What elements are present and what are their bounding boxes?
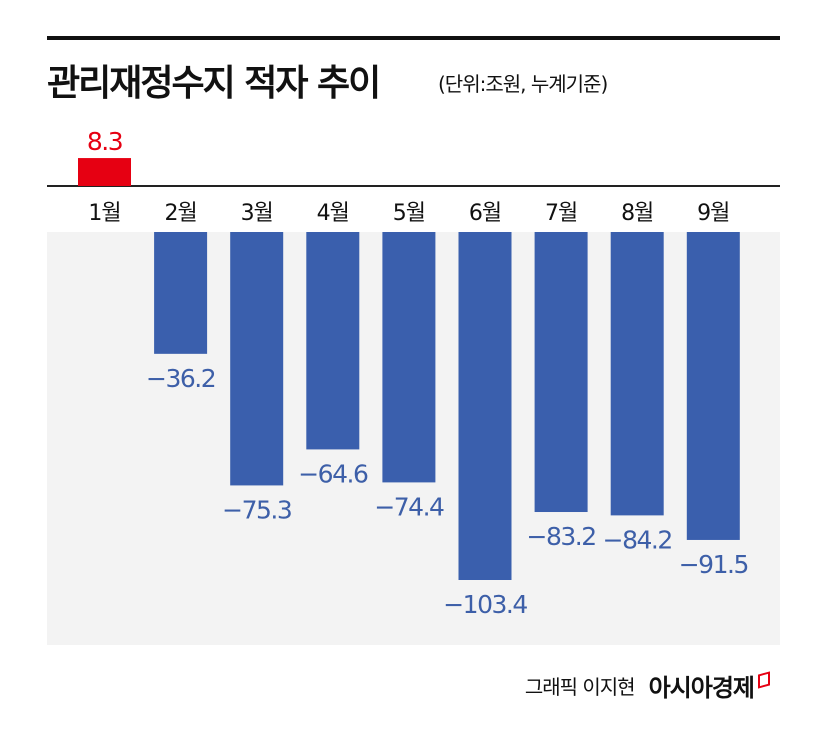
chart-title: 관리재정수지 적자 추이: [47, 63, 381, 104]
bar-9월: [686, 232, 740, 540]
data-label: −84.2: [603, 525, 672, 554]
x-tick-label: 5월: [393, 201, 425, 226]
bar-7월: [534, 232, 588, 513]
x-tick-label: 7월: [545, 201, 577, 226]
brand-logo: 아시아경제: [648, 674, 755, 702]
graphic-credit: 그래픽 이지현: [524, 675, 636, 699]
data-label: −64.6: [298, 459, 368, 488]
title-rule: [47, 36, 780, 40]
brand-mark-icon: [758, 670, 770, 689]
data-label: −36.2: [146, 364, 215, 393]
zero-axis-line: [47, 185, 780, 187]
x-tick-label: 1월: [88, 201, 120, 226]
data-label: −103.4: [443, 590, 527, 619]
data-label: −83.2: [527, 522, 596, 551]
bar-5월: [382, 232, 436, 483]
data-label: −91.5: [679, 550, 748, 579]
bar-2월: [154, 232, 208, 354]
x-tick-label: 4월: [317, 201, 349, 226]
bar-6월: [458, 232, 512, 580]
chart-unit-note: (단위:조원, 누계기준): [438, 72, 608, 96]
x-tick-label: 3월: [241, 201, 273, 226]
data-label: −75.3: [222, 495, 291, 524]
bar-1월: [78, 158, 131, 186]
bar-4월: [306, 232, 360, 450]
data-label: 8.3: [87, 127, 122, 156]
data-label: −74.4: [374, 492, 444, 521]
x-tick-label: 8월: [621, 201, 653, 226]
footer: 그래픽 이지현 아시아경제: [525, 668, 770, 703]
bar-8월: [610, 232, 664, 516]
x-tick-label: 2월: [164, 201, 196, 226]
x-tick-label: 9월: [697, 201, 729, 226]
bar-3월: [230, 232, 284, 486]
x-tick-label: 6월: [469, 201, 501, 226]
